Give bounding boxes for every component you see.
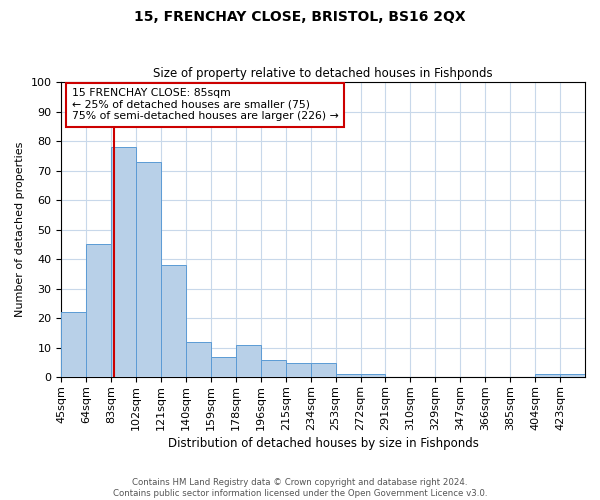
Bar — [261, 360, 286, 378]
Bar — [311, 362, 335, 378]
Bar — [236, 345, 261, 378]
X-axis label: Distribution of detached houses by size in Fishponds: Distribution of detached houses by size … — [168, 437, 479, 450]
Bar — [61, 312, 86, 378]
Bar — [361, 374, 385, 378]
Bar — [286, 362, 311, 378]
Bar — [535, 374, 560, 378]
Bar — [136, 162, 161, 378]
Y-axis label: Number of detached properties: Number of detached properties — [15, 142, 25, 318]
Bar — [86, 244, 111, 378]
Bar — [335, 374, 361, 378]
Bar — [111, 147, 136, 378]
Text: Contains HM Land Registry data © Crown copyright and database right 2024.
Contai: Contains HM Land Registry data © Crown c… — [113, 478, 487, 498]
Title: Size of property relative to detached houses in Fishponds: Size of property relative to detached ho… — [154, 66, 493, 80]
Text: 15 FRENCHAY CLOSE: 85sqm
← 25% of detached houses are smaller (75)
75% of semi-d: 15 FRENCHAY CLOSE: 85sqm ← 25% of detach… — [72, 88, 338, 121]
Text: 15, FRENCHAY CLOSE, BRISTOL, BS16 2QX: 15, FRENCHAY CLOSE, BRISTOL, BS16 2QX — [134, 10, 466, 24]
Bar — [161, 265, 186, 378]
Bar — [211, 356, 236, 378]
Bar — [186, 342, 211, 378]
Bar — [560, 374, 585, 378]
